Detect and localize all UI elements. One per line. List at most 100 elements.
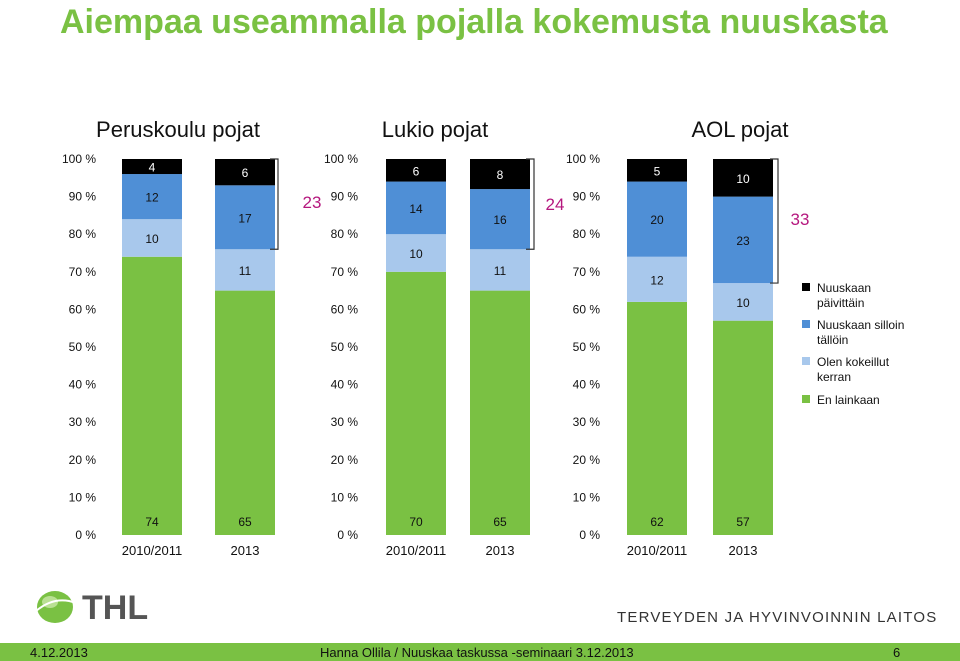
- y-tick-label: 90 %: [573, 190, 601, 204]
- y-tick-label: 0 %: [579, 528, 600, 542]
- bracket-total: 23: [303, 193, 322, 212]
- y-tick-label: 60 %: [573, 302, 601, 316]
- y-tick-label: 40 %: [331, 378, 359, 392]
- y-tick-label: 90 %: [69, 190, 97, 204]
- y-tick-label: 20 %: [573, 453, 601, 467]
- y-tick-label: 50 %: [331, 340, 359, 354]
- y-tick-label: 100 %: [62, 152, 96, 166]
- bar-segment: [470, 159, 530, 190]
- y-tick-label: 100 %: [566, 152, 600, 166]
- footer-date: 4.12.2013: [30, 645, 88, 660]
- y-tick-label: 60 %: [69, 302, 97, 316]
- data-label: 6: [413, 164, 420, 178]
- y-tick-label: 80 %: [69, 227, 97, 241]
- legend-swatch: [802, 395, 810, 403]
- legend-label: Olen kokeillut: [817, 355, 890, 369]
- legend-label: päivittäin: [817, 296, 864, 310]
- thl-logo: THL: [35, 589, 148, 627]
- y-tick-label: 30 %: [69, 415, 97, 429]
- data-label: 11: [239, 264, 252, 278]
- bar-segment: [627, 159, 687, 182]
- bar-segment: [215, 159, 275, 186]
- y-tick-label: 20 %: [69, 453, 97, 467]
- category-label: 2010/2011: [122, 543, 183, 558]
- y-tick-label: 80 %: [573, 227, 601, 241]
- bar-segment: [470, 189, 530, 250]
- legend-label: Nuuskaan: [817, 281, 871, 295]
- bar-segment: [386, 234, 446, 272]
- data-label: 10: [409, 247, 423, 261]
- category-label: 2010/2011: [627, 543, 688, 558]
- data-label: 10: [736, 296, 750, 310]
- stacked-bar-chart: 0 %10 %20 %30 %40 %50 %60 %70 %80 %90 %1…: [62, 152, 904, 558]
- data-label: 14: [409, 202, 423, 216]
- legend-label: En lainkaan: [817, 393, 880, 407]
- page-number: 6: [893, 645, 901, 660]
- legend-swatch: [802, 357, 810, 365]
- y-tick-label: 0 %: [337, 528, 358, 542]
- y-tick-label: 50 %: [69, 340, 97, 354]
- y-tick-label: 30 %: [331, 415, 359, 429]
- category-label: 2013: [486, 543, 515, 558]
- data-label: 6: [242, 166, 249, 180]
- y-tick-label: 70 %: [69, 265, 97, 279]
- footer-presentation: Hanna Ollila / Nuuskaa taskussa -seminaa…: [320, 645, 634, 660]
- y-tick-label: 60 %: [331, 302, 359, 316]
- y-tick-label: 90 %: [331, 190, 359, 204]
- legend-label: Nuuskaan silloin: [817, 318, 904, 332]
- bar-segment: [215, 185, 275, 250]
- thl-logo-text: THL: [82, 589, 148, 627]
- organization-name: TERVEYDEN JA HYVINVOINNIN LAITOS: [617, 609, 938, 626]
- y-tick-label: 0 %: [75, 528, 96, 542]
- data-label: 65: [493, 515, 507, 529]
- slide-title: Aiempaa useammalla pojalla kokemusta nuu…: [60, 3, 888, 41]
- bar-segment: [627, 181, 687, 257]
- data-label: 4: [149, 161, 156, 175]
- data-label: 20: [650, 213, 664, 227]
- group-bracket: [526, 158, 535, 250]
- group-title-aol: AOL pojat: [691, 117, 789, 142]
- bar-segment: [713, 320, 773, 535]
- y-tick-label: 20 %: [331, 453, 359, 467]
- y-tick-label: 70 %: [573, 265, 601, 279]
- bar-segment: [215, 290, 275, 535]
- y-tick-label: 40 %: [69, 378, 97, 392]
- y-tick-label: 40 %: [573, 378, 601, 392]
- group-title-peruskoulu: Peruskoulu pojat: [96, 117, 260, 142]
- bracket-total: 33: [791, 210, 810, 229]
- bar-segment: [386, 159, 446, 182]
- y-tick-label: 30 %: [573, 415, 601, 429]
- footer-bar: 4.12.2013 Hanna Ollila / Nuuskaa taskuss…: [0, 643, 960, 661]
- data-label: 12: [650, 273, 664, 287]
- group-bracket: [770, 158, 779, 284]
- data-label: 11: [494, 264, 507, 278]
- data-label: 10: [736, 172, 750, 186]
- bar-segment: [713, 283, 773, 321]
- bar-segment: [386, 271, 446, 535]
- y-tick-label: 80 %: [331, 227, 359, 241]
- data-label: 16: [493, 213, 507, 227]
- bracket-total: 24: [546, 195, 565, 214]
- data-label: 65: [238, 515, 252, 529]
- y-tick-label: 10 %: [573, 490, 601, 504]
- bar-segment: [122, 174, 182, 220]
- data-label: 62: [650, 515, 664, 529]
- data-label: 74: [145, 515, 159, 529]
- bar-segment: [713, 159, 773, 197]
- category-label: 2013: [231, 543, 260, 558]
- category-label: 2010/2011: [386, 543, 447, 558]
- bar-segment: [122, 219, 182, 257]
- data-label: 70: [409, 515, 423, 529]
- bar-segment: [215, 249, 275, 291]
- group-bracket: [270, 158, 279, 250]
- y-tick-label: 10 %: [331, 490, 359, 504]
- bar-segment: [627, 256, 687, 302]
- legend-swatch: [802, 320, 810, 328]
- group-title-lukio: Lukio pojat: [381, 117, 489, 142]
- y-tick-label: 50 %: [573, 340, 601, 354]
- data-label: 10: [145, 232, 159, 246]
- bar-segment: [122, 159, 182, 175]
- legend-swatch: [802, 283, 810, 291]
- data-label: 57: [736, 515, 750, 529]
- data-label: 5: [654, 164, 661, 178]
